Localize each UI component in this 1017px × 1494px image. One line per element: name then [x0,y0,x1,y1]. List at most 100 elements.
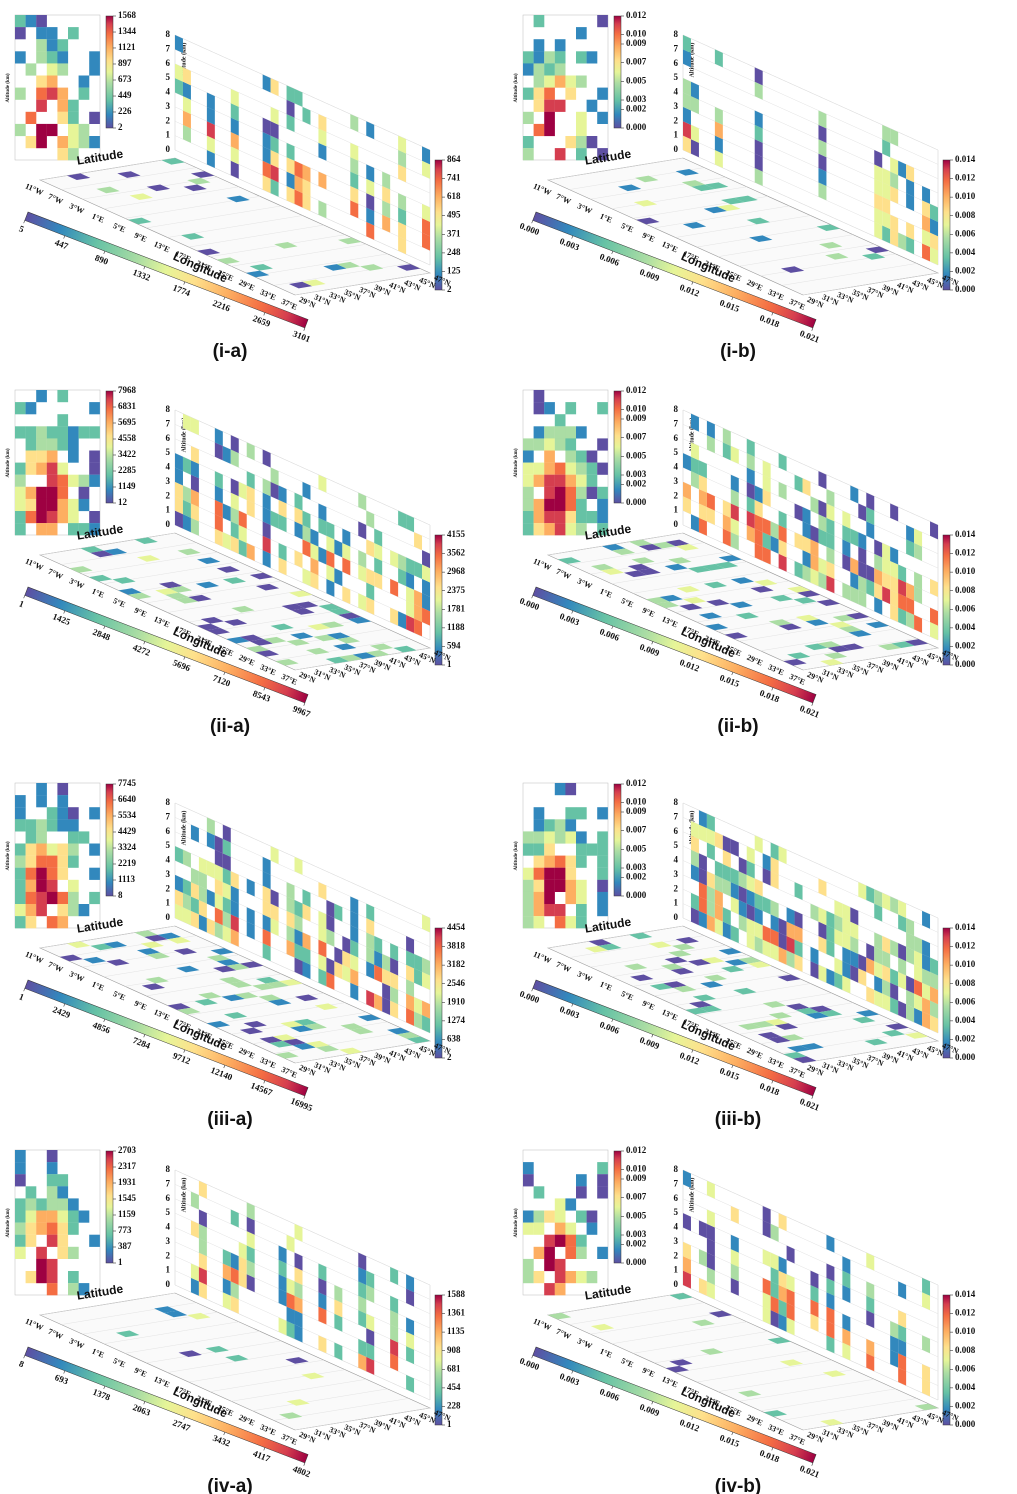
heatmap-texture [700,1348,724,1355]
lon-tick-label: 5°E [112,221,127,234]
heatmap-texture [206,918,215,936]
heatmap-texture [810,1285,819,1303]
colorbar-tick [223,1432,226,1436]
heatmap-texture [523,51,534,64]
heatmap-texture [565,486,577,499]
colorbar-tick-label: 1568 [118,10,137,20]
heatmap-texture [46,867,58,880]
heatmap-texture [576,879,587,892]
altitude-axis-label: Altitude (km) [180,1178,187,1213]
heatmap-texture [675,937,699,944]
heatmap-texture [683,78,691,97]
heatmap-texture [576,1246,587,1259]
heatmap-texture [533,855,545,868]
heatmap-texture [834,914,843,933]
colorbar-tick-label: 2 [447,1052,452,1062]
heatmap-texture [318,925,327,944]
altitude-tick-label: 0 [166,912,171,922]
colorbar-tick [611,1019,614,1023]
heatmap-texture [714,150,723,168]
heatmap-texture [730,882,739,901]
heatmap-texture [177,1007,201,1015]
colorbar-tick-label: 0.003 [626,862,647,872]
lon-tick-label: 29°E [745,1413,764,1428]
heatmap-texture [78,486,90,499]
heatmap-texture [882,993,891,1012]
heatmap-texture [533,891,545,905]
heatmap-texture [810,553,819,572]
colorbar-tick-label: 1344 [118,26,137,36]
heatmap-texture [746,918,755,936]
heatmap-texture [554,783,566,796]
colorbar [24,1346,309,1464]
lon-tick-label: 13°E [660,1007,679,1022]
heatmap-texture [874,889,883,908]
heatmap-texture [718,555,742,562]
heatmap-texture [302,164,311,183]
heatmap-texture [778,539,787,558]
heatmap-texture [565,450,577,463]
heatmap-texture [390,1324,399,1343]
heatmap-texture [565,879,577,892]
map-grid [654,1340,790,1364]
heatmap-texture [246,442,255,461]
lon-tick-label: 9°E [641,999,656,1012]
map-grid [696,599,832,623]
grid-line [682,1198,939,1314]
heatmap-texture [396,1032,421,1039]
heatmap-texture [882,979,891,998]
heatmap-texture [238,525,247,543]
lon-tick-label: 3°W [68,1336,86,1350]
heatmap-texture [279,1412,303,1419]
heatmap-texture [673,985,697,993]
heatmap-texture [318,517,327,536]
heatmap-texture [286,114,295,133]
heatmap-texture [46,474,58,487]
heatmap-texture [786,935,795,954]
lon-tick-label: 11°W [24,1316,45,1332]
heatmap-texture [183,184,207,192]
heatmap-texture [281,603,305,611]
colorbar-tick-label: 2429 [51,1004,72,1020]
heatmap-texture [406,1036,430,1044]
colorbar-tick-label: 449 [118,90,132,100]
heatmap-texture [366,193,375,212]
heatmap-texture [231,605,255,613]
heatmap-texture [922,214,931,233]
panel: (ii-b)Altitude (km)0.0000.0020.0030.0050… [514,385,976,737]
heatmap-texture [195,581,220,589]
heatmap-texture [25,498,37,512]
heatmap-texture [230,160,239,179]
heatmap-texture [173,948,198,955]
heatmap-texture [414,968,423,987]
heatmap-texture [770,928,779,947]
colorbar-tick [571,235,574,239]
heatmap-texture [222,445,231,464]
heatmap-texture [746,860,755,879]
colorbar-tick-label: 0.015 [718,672,741,689]
heatmap-texture [57,148,69,161]
heatmap-texture [306,1040,330,1048]
heatmap-texture [786,1288,795,1307]
heatmap-texture [46,891,58,905]
heatmap-texture [69,566,93,573]
heatmap-texture [89,402,100,415]
heatmap-texture [57,63,69,76]
heatmap-texture [294,1324,303,1343]
heatmap-texture [15,879,26,892]
lon-tick-label: 13°E [660,239,679,254]
colorbar-tick-label: 0.007 [626,825,647,835]
heatmap-texture [906,164,915,183]
heatmap-texture [523,1162,534,1175]
heatmap-texture [326,521,335,540]
heatmap-texture [270,135,279,154]
heatmap-texture [762,896,771,915]
heatmap-texture [930,521,938,540]
heatmap-texture [68,807,79,820]
heatmap-texture [826,546,835,565]
heatmap-texture [544,1246,555,1259]
heatmap-texture [46,1258,58,1272]
heatmap-texture [146,952,171,960]
altitude-tick-label: 1 [166,130,171,140]
colorbar-tick-label: 8 [118,890,123,900]
